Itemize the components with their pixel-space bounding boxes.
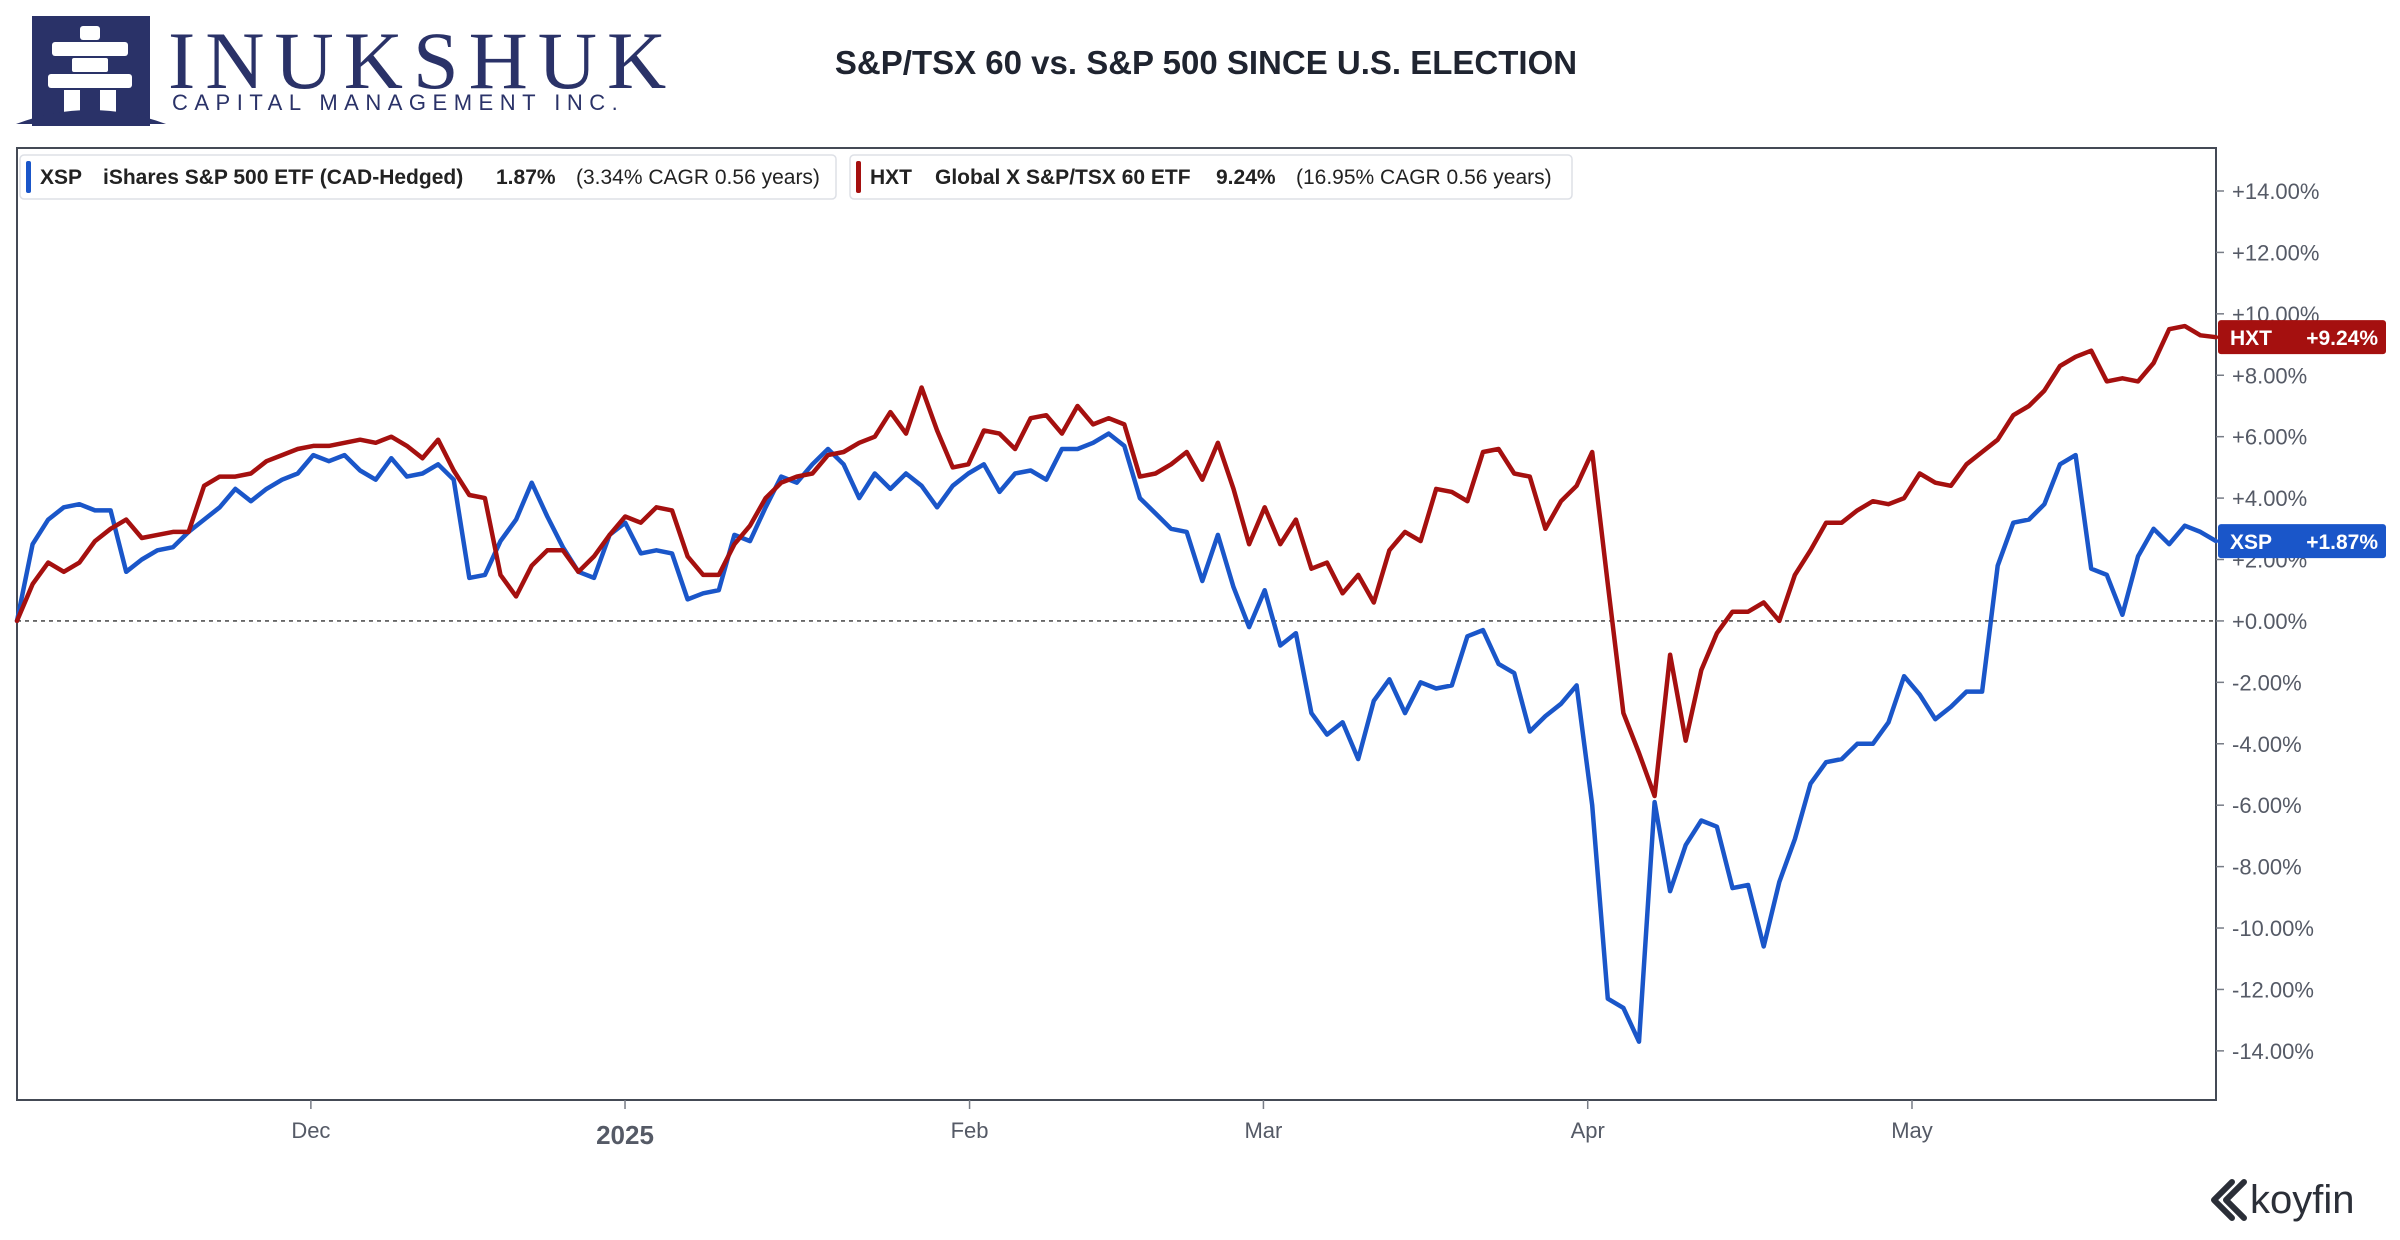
legend-cagr-hxt: (16.95% CAGR 0.56 years)	[1296, 166, 1552, 189]
legend-return-xsp: 1.87%	[496, 166, 556, 189]
legend-ticker-xsp: XSP	[40, 166, 82, 189]
x-tick-label-mar: Mar	[1244, 1118, 1282, 1143]
series-layer	[14, 323, 2219, 1044]
y-tick-label: -6.00%	[2232, 793, 2302, 818]
legend: XSP iShares S&P 500 ETF (CAD-Hedged) 1.8…	[19, 154, 1573, 200]
x-tick-label-2025: 2025	[596, 1120, 654, 1150]
logo-ground-icon	[16, 110, 166, 124]
tag-hxt-ticker: HXT	[2230, 327, 2272, 350]
koyfin-wordmark: koyfin	[2250, 1178, 2355, 1222]
legend-name-xsp: iShares S&P 500 ETF (CAD-Hedged)	[103, 166, 463, 189]
x-axis: Dec 2025 Feb Mar Apr May	[291, 1100, 1933, 1150]
y-tick-label: +8.00%	[2232, 363, 2307, 388]
y-tick-label: +14.00%	[2232, 179, 2319, 204]
legend-cagr-xsp: (3.34% CAGR 0.56 years)	[576, 166, 820, 189]
tag-xsp: XSP +1.87%	[2218, 524, 2386, 559]
y-tick-label: -2.00%	[2232, 670, 2302, 695]
tag-hxt-value: +9.24%	[2306, 327, 2378, 350]
x-tick-label-feb: Feb	[951, 1118, 989, 1143]
series-line-xsp[interactable]	[14, 431, 2219, 1044]
y-tick-label: +6.00%	[2232, 425, 2307, 450]
tag-hxt: HXT +9.24%	[2218, 320, 2386, 355]
y-axis: -14.00% -12.00% -10.00% -8.00% -6.00% -4.00% -…	[2216, 179, 2319, 1064]
y-tick-label: -4.00%	[2232, 732, 2302, 757]
series-line-hxt[interactable]	[14, 323, 2219, 799]
tag-xsp-value: +1.87%	[2306, 531, 2378, 554]
legend-return-hxt: 9.24%	[1216, 166, 1276, 189]
inukshuk-logo: INUKSHUK CAPITAL MANAGEMENT INC.	[16, 15, 676, 126]
y-tick-label: -8.00%	[2232, 855, 2302, 880]
chart-title: S&P/TSX 60 vs. S&P 500 SINCE U.S. ELECTI…	[835, 44, 1577, 81]
legend-ticker-hxt: HXT	[870, 166, 912, 189]
logo-name: INUKSHUK	[168, 15, 676, 106]
legend-swatch-hxt	[856, 161, 861, 193]
tag-xsp-ticker: XSP	[2230, 531, 2272, 554]
plot-frame	[16, 147, 2217, 1101]
y-tick-label: -10.00%	[2232, 916, 2314, 941]
x-tick-label-may: May	[1891, 1118, 1933, 1143]
legend-item-hxt[interactable]: HXT Global X S&P/TSX 60 ETF 9.24% (16.95…	[849, 154, 1573, 200]
legend-swatch-xsp	[26, 161, 31, 193]
y-tick-label: -12.00%	[2232, 977, 2314, 1002]
y-tick-label: +4.00%	[2232, 486, 2307, 511]
y-tick-label: +0.00%	[2232, 609, 2307, 634]
x-tick-label-dec: Dec	[291, 1118, 330, 1143]
x-tick-label-apr: Apr	[1571, 1118, 1605, 1143]
y-tick-label: -14.00%	[2232, 1039, 2314, 1064]
logo-subtitle: CAPITAL MANAGEMENT INC.	[172, 90, 624, 115]
legend-item-xsp[interactable]: XSP iShares S&P 500 ETF (CAD-Hedged) 1.8…	[19, 154, 837, 200]
koyfin-chevron-icon	[2211, 1179, 2247, 1221]
koyfin-brand: koyfin	[2211, 1178, 2355, 1222]
y-tick-label: +12.00%	[2232, 240, 2319, 265]
legend-name-hxt: Global X S&P/TSX 60 ETF	[935, 166, 1191, 189]
